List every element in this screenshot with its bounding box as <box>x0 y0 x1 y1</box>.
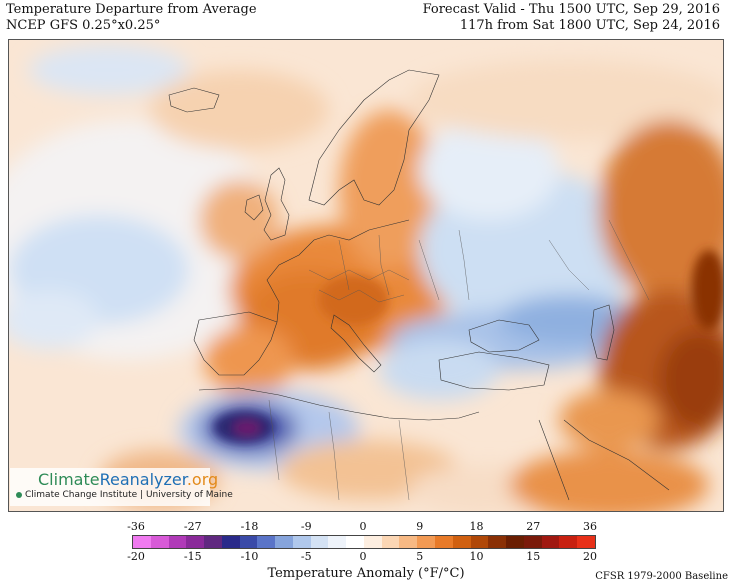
celsius-tick-label: -15 <box>183 550 202 563</box>
fahrenheit-tick-label: 9 <box>416 520 424 533</box>
colorbar <box>132 535 596 549</box>
fahrenheit-tick-label: -36 <box>127 520 145 533</box>
celsius-tick-label: 10 <box>469 550 484 563</box>
colorbar-swatch <box>577 536 595 548</box>
celsius-tick-label: -5 <box>300 550 312 563</box>
climate-reanalyzer-logo[interactable]: ClimateReanalyzer.org Climate Change Ins… <box>10 468 233 506</box>
colorbar-swatch <box>168 536 187 548</box>
fahrenheit-tick-label: -9 <box>300 520 312 533</box>
colorbar-swatch <box>506 536 524 548</box>
anomaly-map-canvas <box>9 40 723 511</box>
colorbar-swatch <box>221 536 240 548</box>
colorbar-swatch <box>381 536 400 548</box>
colorbar-swatch <box>275 536 293 548</box>
fahrenheit-tick-label: 18 <box>469 520 484 533</box>
colorbar-swatch <box>186 536 205 548</box>
colorbar-swatch <box>399 536 418 548</box>
colorbar-swatch <box>292 536 311 548</box>
logo-part-climate: Climate <box>38 470 100 489</box>
celsius-tick-label: 20 <box>583 550 597 563</box>
logo-subtitle-text: Climate Change Institute | University of… <box>25 490 233 500</box>
colorbar-swatch <box>488 536 507 548</box>
colorbar-swatch <box>435 536 453 548</box>
celsius-tick-label: 15 <box>526 550 541 563</box>
colorbar-swatch <box>310 536 329 548</box>
colorbar-swatch <box>150 536 169 548</box>
model-resolution: NCEP GFS 0.25°x0.25° <box>6 18 161 33</box>
forecast-init-time: 117h from Sat 1800 UTC, Sep 24, 2016 <box>459 18 720 33</box>
map-title: Temperature Departure from Average <box>6 2 257 17</box>
forecast-valid-time: Forecast Valid - Thu 1500 UTC, Sep 29, 2… <box>422 2 720 17</box>
colorbar-swatch <box>470 536 489 548</box>
logo-part-reanalyzer: Reanalyzer <box>99 470 187 489</box>
institute-icon <box>16 491 22 498</box>
colorbar-swatch <box>133 536 151 548</box>
fahrenheit-tick-label: 36 <box>583 520 597 533</box>
anomaly-map[interactable] <box>8 39 724 512</box>
celsius-tick-label: 0 <box>359 550 367 563</box>
coastlines <box>168 69 670 501</box>
colorbar-swatch <box>257 536 276 548</box>
logo-wordmark: ClimateReanalyzer.org <box>38 470 218 489</box>
colorbar-swatch <box>523 536 542 548</box>
fahrenheit-tick-label: -18 <box>240 520 259 533</box>
fahrenheit-tick-label: 0 <box>359 520 367 533</box>
colorbar-swatch <box>346 536 364 548</box>
colorbar-swatch <box>328 536 347 548</box>
colorbar-swatch <box>559 536 578 548</box>
fahrenheit-tick-label: -27 <box>183 520 202 533</box>
borders <box>268 219 650 501</box>
fahrenheit-tick-label: 27 <box>526 520 541 533</box>
baseline-note: CFSR 1979-2000 Baseline <box>595 571 728 582</box>
anomaly-cores <box>214 250 723 443</box>
celsius-tick-label: -20 <box>127 550 145 563</box>
colorbar-swatch <box>363 536 382 548</box>
celsius-tick-label: 5 <box>416 550 424 563</box>
colorbar-swatch <box>417 536 436 548</box>
colorbar-swatch <box>452 536 471 548</box>
celsius-tick-label: -10 <box>240 550 259 563</box>
colorbar-swatch <box>541 536 560 548</box>
logo-subtitle: Climate Change Institute | University of… <box>16 490 233 500</box>
colorbar-label: Temperature Anomaly (°F/°C) <box>267 566 465 581</box>
colorbar-swatch <box>204 536 222 548</box>
logo-part-org: .org <box>186 470 219 489</box>
colorbar-swatch <box>239 536 258 548</box>
